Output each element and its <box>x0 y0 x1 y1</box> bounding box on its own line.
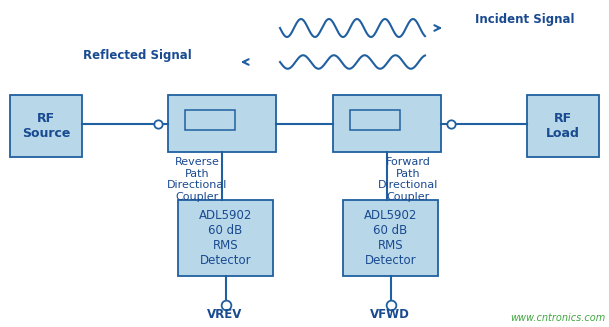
Text: VFWD: VFWD <box>370 308 410 321</box>
FancyBboxPatch shape <box>168 95 276 152</box>
FancyBboxPatch shape <box>527 95 599 157</box>
Text: Reverse
Path
Directional
Coupler: Reverse Path Directional Coupler <box>167 157 227 202</box>
FancyBboxPatch shape <box>178 200 273 276</box>
Text: RF
Load: RF Load <box>546 112 580 140</box>
Text: ADL5902
60 dB
RMS
Detector: ADL5902 60 dB RMS Detector <box>199 209 252 267</box>
FancyBboxPatch shape <box>333 95 441 152</box>
FancyBboxPatch shape <box>350 110 400 130</box>
FancyBboxPatch shape <box>185 110 235 130</box>
Text: Incident Signal: Incident Signal <box>475 13 574 26</box>
FancyBboxPatch shape <box>10 95 82 157</box>
Text: Reflected Signal: Reflected Signal <box>83 49 192 62</box>
Text: RF
Source: RF Source <box>22 112 70 140</box>
Text: Forward
Path
Directional
Coupler: Forward Path Directional Coupler <box>378 157 438 202</box>
Text: VREV: VREV <box>207 308 243 321</box>
FancyBboxPatch shape <box>343 200 438 276</box>
Text: ADL5902
60 dB
RMS
Detector: ADL5902 60 dB RMS Detector <box>364 209 417 267</box>
Text: www.cntronics.com: www.cntronics.com <box>510 313 605 323</box>
